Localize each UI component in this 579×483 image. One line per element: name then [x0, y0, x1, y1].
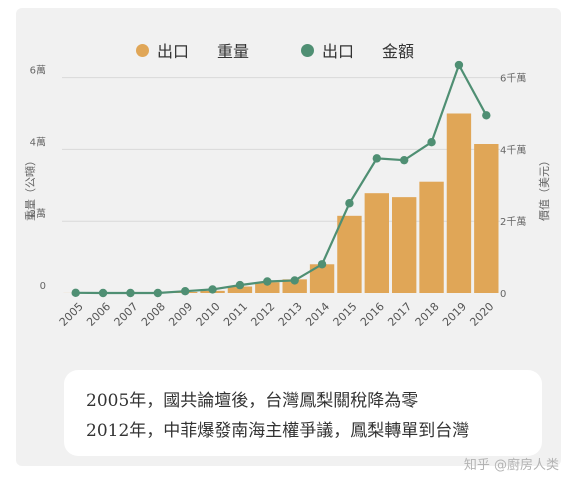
bar — [392, 197, 417, 293]
line-point — [345, 199, 354, 208]
bar — [255, 282, 280, 293]
x-tick-label: 2007 — [112, 300, 141, 329]
x-tick-label: 2013 — [276, 300, 305, 329]
x-tick-label: 2014 — [303, 300, 332, 329]
bar — [227, 286, 253, 293]
x-tick-label: 2016 — [358, 300, 387, 329]
y-left-tick-label: 6萬 — [30, 64, 46, 77]
x-tick-label: 2009 — [166, 300, 195, 329]
y-right-axis-title: 價值（美元） — [537, 155, 551, 221]
annotation-line-2: 2012年，中菲爆發南海主權爭議，鳳梨轉單到台灣 — [86, 421, 470, 441]
x-tick-label: 2011 — [221, 300, 250, 329]
x-tick-label: 2012 — [248, 300, 277, 329]
x-tick-label: 2018 — [413, 300, 442, 329]
line-point — [126, 288, 135, 298]
bar — [446, 113, 472, 293]
line-point — [180, 287, 190, 296]
annotation-box: 2005年，國共論壇後，台灣鳳梨關稅降為零 2012年，中菲爆發南海主權爭議，鳳… — [64, 370, 542, 456]
y-right-tick-label: 0 — [500, 289, 506, 300]
legend-label-value: 出口 — [322, 42, 355, 61]
line-point — [153, 288, 163, 298]
line-point — [208, 285, 217, 294]
legend-sub-weight: 重量 — [217, 42, 250, 61]
bar — [474, 144, 499, 293]
value-line — [75, 62, 488, 295]
legend-label-weight: 出口 — [157, 42, 190, 61]
x-tick-label: 2017 — [385, 300, 414, 329]
x-tick-label: 2008 — [139, 300, 168, 329]
bar — [282, 279, 307, 293]
legend-dot-weight — [136, 43, 149, 57]
bar — [364, 193, 389, 293]
x-tick-label: 2010 — [194, 300, 223, 329]
legend: 出口 重量 出口 金額 — [136, 36, 442, 64]
y-right-tick-label: 4千萬 — [500, 143, 526, 156]
line-point — [235, 280, 245, 290]
legend-sub-value: 金額 — [382, 42, 415, 61]
y-left-tick-label: 4萬 — [30, 135, 46, 148]
x-tick-label: 2019 — [440, 300, 469, 329]
x-tick-label: 2005 — [57, 300, 86, 329]
line-point — [71, 288, 80, 298]
line-point — [372, 154, 382, 163]
line-point — [399, 155, 409, 165]
line-point — [98, 288, 108, 298]
x-tick-label: 2020 — [467, 300, 496, 329]
line-point — [454, 60, 464, 70]
watermark: 知乎 @廚房人类 — [463, 458, 559, 473]
chart-panel: 0 2萬 4萬 6萬 0 2千萬 4千萬 6千萬 重量（公噸） 價值（美元） 2005 2006 200… — [16, 8, 561, 466]
y-right-tick-label: 6千萬 — [500, 72, 526, 85]
annotation-line-1: 2005年，國共論壇後，台灣鳳梨關稅降為零 — [86, 391, 419, 411]
line-point — [290, 276, 299, 285]
x-tick-label: 2015 — [331, 300, 360, 329]
y-left-tick-label: 2萬 — [30, 207, 46, 220]
legend-dot-value — [301, 43, 315, 57]
line-point — [317, 260, 327, 269]
bar — [337, 215, 362, 293]
y-left-tick-label: 0 — [40, 281, 46, 292]
y-right-tick-label: 2千萬 — [500, 215, 526, 228]
bar — [419, 181, 444, 293]
x-tick-label: 2006 — [84, 300, 113, 329]
line-point — [482, 111, 491, 120]
line-point — [263, 277, 272, 286]
line-point — [427, 138, 436, 147]
y-left-axis-title: 重量（公噸） — [23, 155, 37, 221]
